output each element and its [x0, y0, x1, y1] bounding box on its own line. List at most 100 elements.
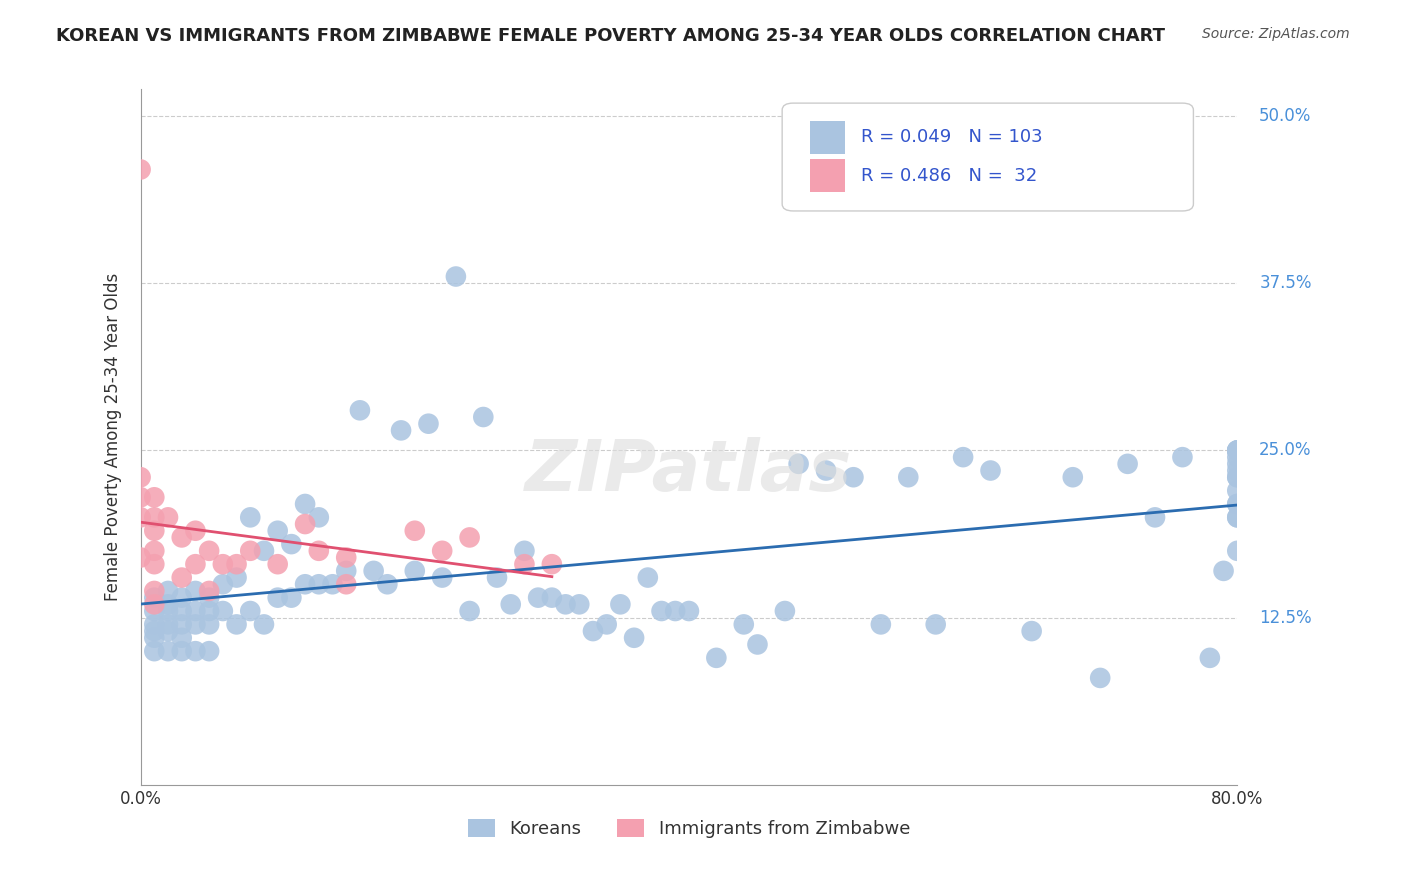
Point	[170, 591, 193, 605]
Bar	[810, 121, 845, 154]
Point	[253, 617, 276, 632]
Point	[170, 530, 193, 544]
Point	[513, 557, 536, 572]
Point	[897, 470, 920, 484]
Text: 50.0%: 50.0%	[1260, 107, 1312, 125]
Point	[157, 510, 180, 524]
Point	[143, 631, 166, 645]
Point	[1212, 564, 1234, 578]
Point	[129, 550, 152, 565]
Point	[170, 631, 193, 645]
Point	[170, 644, 193, 658]
Point	[842, 470, 865, 484]
Point	[815, 464, 838, 478]
Point	[1144, 510, 1167, 524]
Point	[1226, 510, 1249, 524]
Point	[170, 617, 193, 632]
Point	[129, 490, 152, 504]
Legend: Koreans, Immigrants from Zimbabwe: Koreans, Immigrants from Zimbabwe	[460, 812, 918, 846]
Point	[184, 557, 207, 572]
Point	[294, 516, 316, 531]
Point	[143, 524, 166, 538]
Point	[430, 571, 453, 585]
Bar	[810, 160, 845, 192]
Point	[1226, 457, 1249, 471]
Point	[458, 604, 481, 618]
Point	[363, 564, 385, 578]
Point	[198, 544, 221, 558]
Point	[335, 564, 357, 578]
Point	[211, 557, 233, 572]
Point	[225, 571, 247, 585]
Point	[157, 617, 180, 632]
Point	[157, 598, 180, 612]
Point	[1062, 470, 1084, 484]
Point	[143, 617, 166, 632]
Point	[540, 557, 562, 572]
Point	[444, 269, 467, 284]
Point	[1116, 457, 1139, 471]
Point	[308, 577, 330, 591]
Point	[143, 584, 166, 599]
Point	[225, 557, 247, 572]
Point	[747, 637, 769, 651]
Point	[335, 577, 357, 591]
Point	[623, 631, 645, 645]
Point	[1226, 464, 1249, 478]
Point	[1226, 450, 1249, 464]
Point	[198, 617, 221, 632]
Text: KOREAN VS IMMIGRANTS FROM ZIMBABWE FEMALE POVERTY AMONG 25-34 YEAR OLDS CORRELAT: KOREAN VS IMMIGRANTS FROM ZIMBABWE FEMAL…	[56, 27, 1166, 45]
Point	[1226, 443, 1249, 458]
Point	[1226, 497, 1249, 511]
Point	[211, 604, 233, 618]
Point	[637, 571, 659, 585]
Point	[430, 544, 453, 558]
Text: R = 0.486   N =  32: R = 0.486 N = 32	[860, 167, 1038, 186]
Point	[1226, 483, 1249, 498]
Point	[239, 604, 262, 618]
Point	[335, 550, 357, 565]
Point	[170, 604, 193, 618]
Point	[787, 457, 810, 471]
Point	[499, 598, 522, 612]
Point	[582, 624, 605, 639]
Point	[143, 557, 166, 572]
Point	[143, 591, 166, 605]
Point	[733, 617, 755, 632]
Point	[486, 571, 509, 585]
Point	[184, 604, 207, 618]
Point	[980, 464, 1002, 478]
Point	[239, 510, 262, 524]
Point	[198, 604, 221, 618]
Point	[253, 544, 276, 558]
Point	[472, 410, 495, 425]
Text: 37.5%: 37.5%	[1260, 274, 1312, 293]
Point	[568, 598, 591, 612]
Point	[198, 584, 221, 599]
Point	[925, 617, 948, 632]
Point	[540, 591, 562, 605]
Point	[1226, 544, 1249, 558]
Point	[349, 403, 371, 417]
Point	[870, 617, 893, 632]
Point	[225, 617, 247, 632]
Point	[404, 524, 426, 538]
Point	[280, 537, 302, 551]
Point	[1226, 443, 1249, 458]
Point	[157, 604, 180, 618]
Point	[267, 557, 290, 572]
Point	[184, 584, 207, 599]
Point	[706, 651, 728, 665]
Text: Source: ZipAtlas.com: Source: ZipAtlas.com	[1202, 27, 1350, 41]
Point	[650, 604, 673, 618]
Point	[143, 598, 166, 612]
Point	[143, 604, 166, 618]
Point	[664, 604, 686, 618]
Point	[143, 644, 166, 658]
Point	[157, 624, 180, 639]
Point	[239, 544, 262, 558]
Point	[184, 644, 207, 658]
Point	[404, 564, 426, 578]
Point	[198, 644, 221, 658]
Point	[377, 577, 399, 591]
